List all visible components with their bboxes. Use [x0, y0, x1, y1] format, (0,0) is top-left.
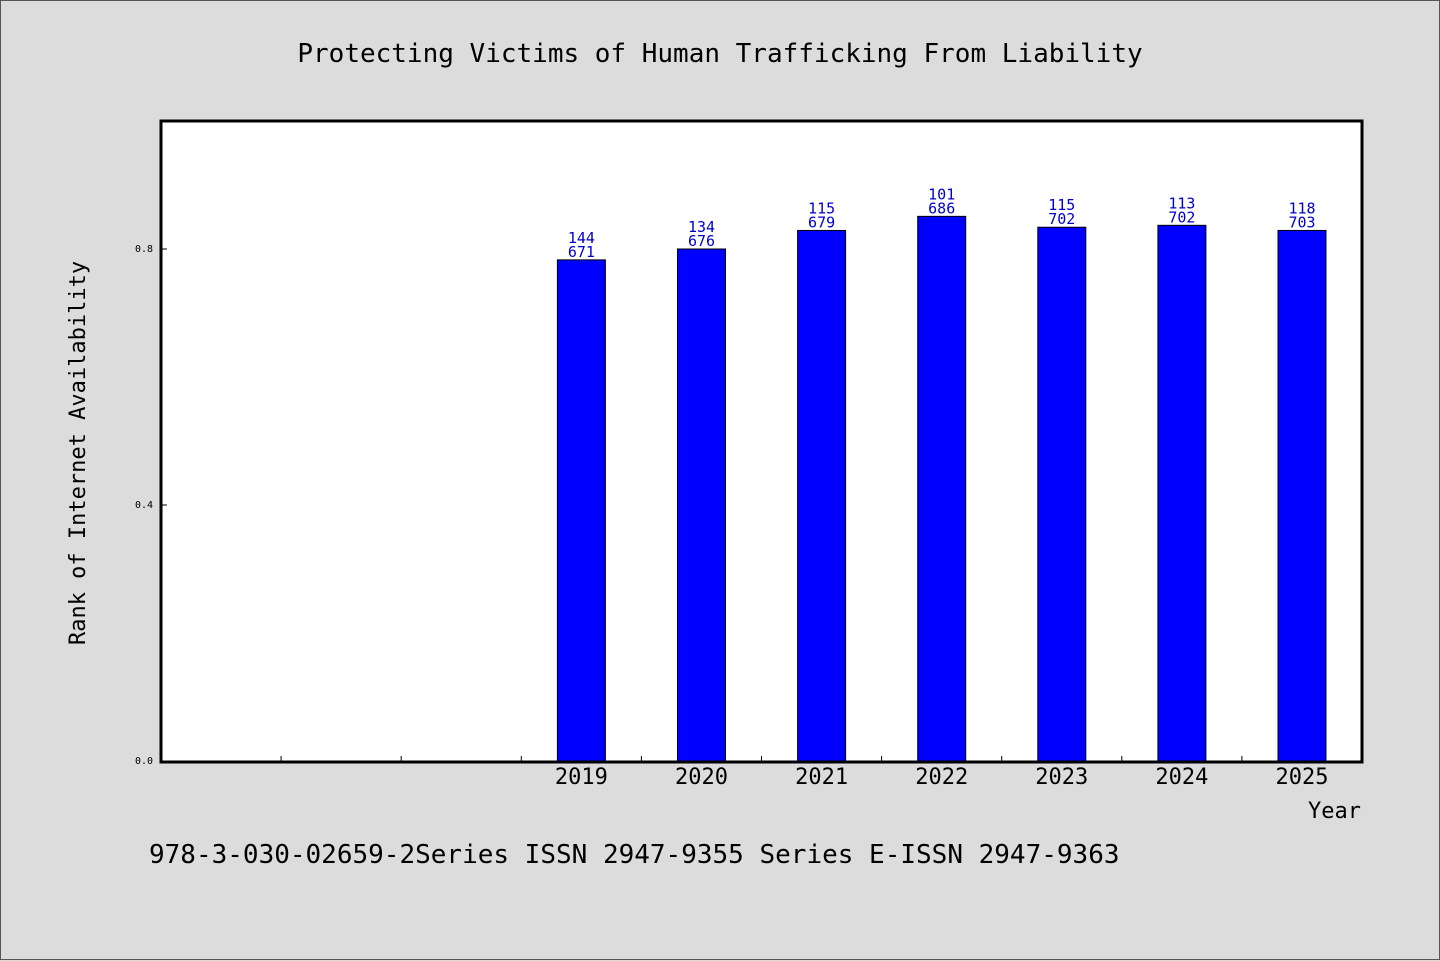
- bar-label-bottom: 686: [928, 199, 955, 217]
- x-tick-label: 2020: [675, 765, 728, 790]
- bar-label-bottom: 702: [1168, 208, 1195, 226]
- bar-label-top: 134: [688, 218, 715, 236]
- bar-label-bottom: 671: [568, 243, 595, 261]
- y-ticks-group: 0.0 0.4 0.8: [135, 244, 167, 767]
- x-tick-label: 2024: [1155, 765, 1208, 790]
- x-axis-label: Year: [1308, 799, 1361, 824]
- bar-label-top: 144: [568, 229, 595, 247]
- footer-isbn-issn: 978-3-030-02659-2Series ISSN 2947-9355 S…: [149, 840, 1120, 870]
- bar-2022: [917, 215, 967, 762]
- y-tick-label: 0.0: [135, 756, 153, 767]
- bar-2021: [797, 229, 847, 762]
- bar-2024: [1157, 224, 1207, 762]
- bar-label-top: 115: [1048, 196, 1075, 214]
- y-tick-label: 0.4: [135, 500, 153, 511]
- bar-2020: [677, 248, 726, 762]
- x-tick-label: 2023: [1035, 765, 1088, 790]
- bar-label-top: 115: [808, 199, 835, 217]
- bar-2025: [1277, 229, 1327, 762]
- bar-label-bottom: 679: [808, 213, 835, 231]
- x-ticks-group: 2019 2020 2021 2022 2023 2024 2025: [280, 756, 1329, 790]
- bar-2023: [1037, 226, 1087, 762]
- x-tick-label: 2019: [555, 765, 608, 790]
- bar-label-top: 101: [928, 185, 955, 203]
- x-tick-label: 2021: [795, 765, 848, 790]
- y-axis-label: Rank of Internet Availability: [66, 261, 91, 645]
- x-tick-label: 2025: [1276, 765, 1329, 790]
- bar-label-bottom: 676: [688, 232, 715, 250]
- chart-title: Protecting Victims of Human Trafficking …: [297, 39, 1142, 69]
- x-tick-label: 2022: [915, 765, 968, 790]
- bar-2019: [556, 259, 606, 762]
- bar-label-bottom: 703: [1288, 213, 1315, 231]
- bar-label-bottom: 702: [1048, 210, 1075, 228]
- bar-label-top: 113: [1168, 194, 1195, 212]
- bar-label-top: 118: [1288, 199, 1315, 217]
- y-tick-label: 0.8: [135, 244, 153, 255]
